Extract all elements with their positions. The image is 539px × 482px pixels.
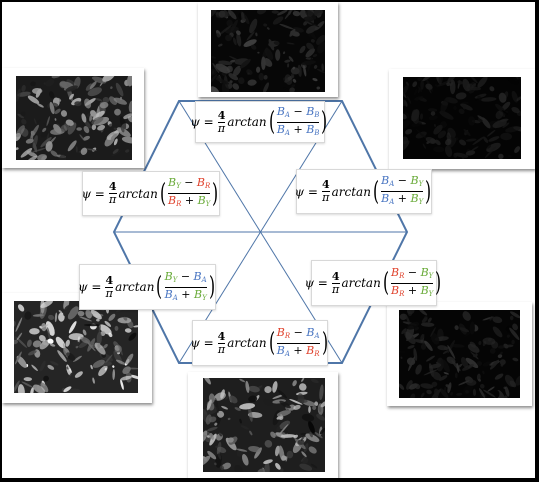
photo-top-right-image bbox=[403, 77, 521, 159]
ratio: BR − BA BA + BR bbox=[276, 325, 320, 361]
denominator: BA + BY bbox=[381, 192, 424, 206]
arctan-label: arctan bbox=[115, 280, 155, 294]
denominator: BA + BR bbox=[276, 343, 320, 358]
numerator: BA − BB bbox=[276, 104, 320, 119]
numerator: BY − BA bbox=[164, 269, 207, 284]
denominator: BA + BB bbox=[276, 122, 320, 137]
photo-top-left bbox=[2, 68, 144, 168]
denominator: BA + BY bbox=[164, 287, 207, 302]
arctan-label: arctan bbox=[331, 184, 371, 199]
ratio: BA − BB BA + BB bbox=[276, 104, 320, 140]
ratio: BR − BY BR + BY bbox=[390, 265, 434, 301]
photo-left-bottom-image bbox=[14, 301, 138, 393]
arctan-label: arctan bbox=[341, 276, 381, 290]
numerator: BR − BA bbox=[276, 325, 320, 340]
numerator: BA − BY bbox=[381, 174, 424, 188]
equation-right-upper: ψ = 4 π arctan(BA − BY BA + BY) bbox=[294, 169, 432, 214]
psi-label: ψ = bbox=[81, 186, 105, 201]
arctan-label: arctan bbox=[227, 336, 267, 350]
arctan-label: arctan bbox=[227, 115, 267, 129]
equation-right-lower: ψ = 4 π arctan(BR − BY BR + BY) bbox=[305, 260, 441, 306]
denominator: BR + BY bbox=[167, 194, 211, 208]
psi-label: ψ = bbox=[78, 280, 102, 294]
psi-label: ψ = bbox=[190, 115, 214, 129]
arctan-label: arctan bbox=[118, 186, 158, 201]
ratio: BA − BY BA + BY bbox=[381, 174, 424, 209]
photo-top-left-image bbox=[16, 76, 132, 160]
photo-top-image bbox=[211, 10, 325, 92]
diagram-canvas: ψ = 4 π arctan(BA − BB BA + BB) ψ = 4 π arctan(… bbox=[2, 2, 535, 478]
equation-bottom: ψ = 4 π arctan(BR − BA BA + BR) bbox=[190, 320, 328, 366]
numerator: BY − BR bbox=[167, 176, 211, 190]
photo-right bbox=[387, 302, 532, 406]
photo-bottom-image bbox=[203, 378, 325, 472]
equation-top: ψ = 4 π arctan(BA − BB BA + BB) bbox=[190, 101, 328, 143]
psi-label: ψ = bbox=[304, 276, 328, 290]
equation-left-lower: ψ = 4 π arctan(BY − BA BA + BY) bbox=[78, 264, 216, 310]
numerator: BR − BY bbox=[390, 265, 434, 280]
denominator: BR + BY bbox=[390, 283, 434, 298]
photo-left-bottom bbox=[2, 293, 152, 403]
photo-top bbox=[198, 2, 338, 97]
psi-label: ψ = bbox=[190, 336, 214, 350]
hexagon-diagram bbox=[112, 100, 409, 364]
photo-right-image bbox=[399, 310, 520, 398]
photo-bottom bbox=[188, 372, 338, 478]
ratio: BY − BR BR + BY bbox=[167, 176, 211, 211]
ratio: BY − BA BA + BY bbox=[164, 269, 207, 305]
equation-left-upper: ψ = 4 π arctan(BY − BR BR + BY) bbox=[82, 171, 220, 216]
psi-label: ψ = bbox=[294, 184, 318, 199]
photo-top-right bbox=[389, 69, 535, 169]
